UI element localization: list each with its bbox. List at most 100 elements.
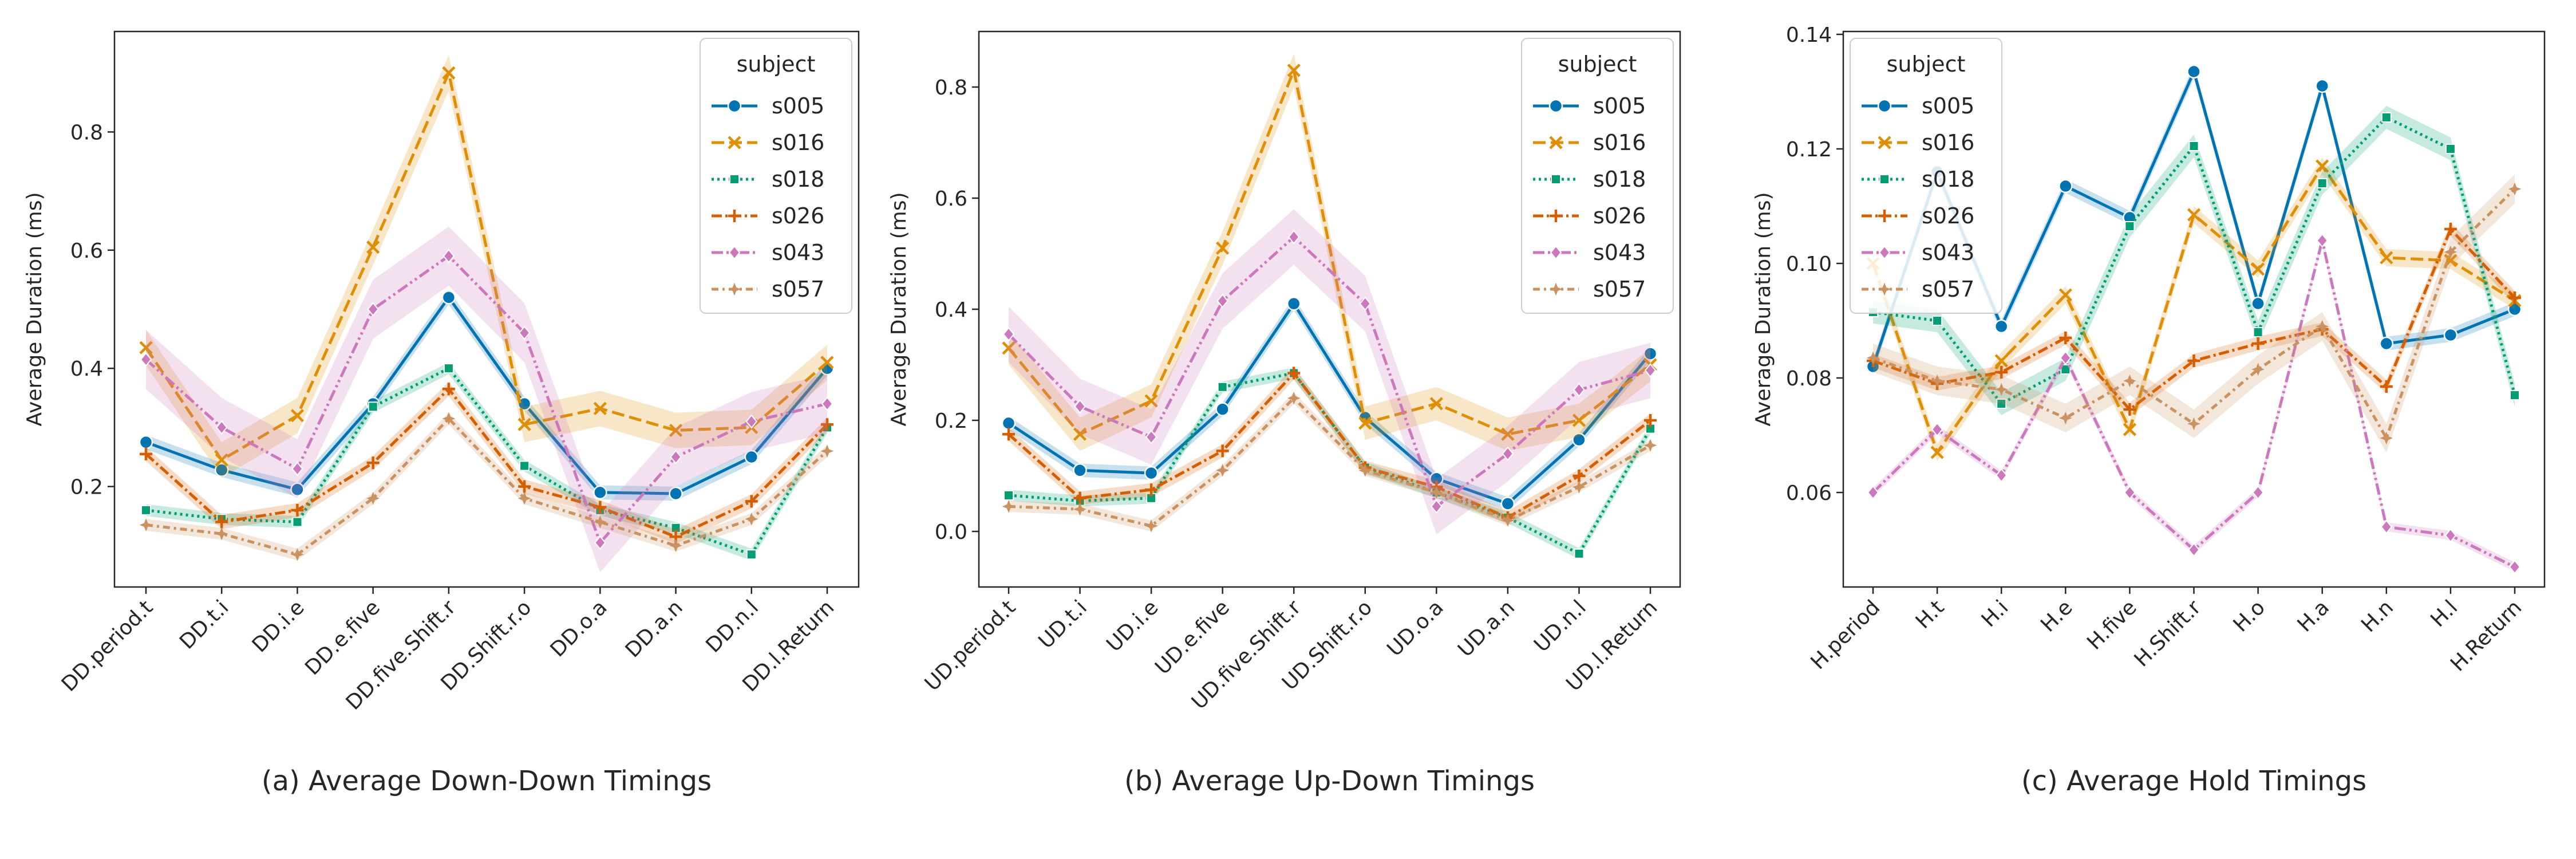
data-point-s057 [593,515,607,529]
legend-entry-s043: s043 [1862,240,1974,265]
legend-marker-s018 [1879,174,1890,184]
data-point-s043 [2060,350,2072,365]
data-point-s016 [1358,416,1372,430]
legend-label: s026 [1922,203,1974,228]
y-axis-title: Average Duration (ms) [23,192,46,427]
panel-down-down: 0.20.40.60.8DD.period.t DD.t.i DD.i.eDD.e.… [23,30,860,797]
data-point-s043 [1573,383,1585,397]
data-point-s026 [1002,428,1015,441]
legend-marker-s005 [1877,98,1892,113]
legend-marker-s018 [729,174,740,184]
data-point-s018 [2124,221,2135,231]
legend-label: s016 [772,130,824,155]
data-point-s018 [1217,381,1228,392]
data-point-s005 [744,450,759,464]
legend-label: s016 [1593,130,1646,155]
y-tick-label: 0.4 [70,357,103,381]
y-tick-label: 0.06 [1786,482,1832,505]
series-s018 [141,362,832,561]
x-tick-label: H.l [2426,596,2462,632]
data-point-s005 [2315,78,2329,93]
legend: subject s005 s016 s018 s026 s043 s057 [1850,38,2002,314]
data-point-s026 [1573,470,1586,482]
series-s016 [1002,53,1657,451]
x-tick-label: H.Shift.r [2130,596,2206,671]
data-point-s018 [746,549,757,560]
data-point-s057 [1573,480,1586,494]
panel-up-down: 0.0 0.2 0.4 0.6 0.8 UD.period.t UD.t.i UD.i.e UD… [887,30,1681,797]
legend-label: s005 [1593,93,1646,119]
data-point-s018 [2445,144,2456,154]
data-point-s016 [669,423,683,438]
data-point-s043 [1002,327,1015,342]
legend-marker-s018 [1551,174,1561,184]
legend-label: s043 [1593,240,1646,265]
data-point-s005 [1215,402,1230,416]
x-tick-label: H.e [2036,596,2077,636]
x-tick-label: H.period [1806,596,1884,674]
data-point-s016 [820,356,834,369]
panel-caption: (c) Average Hold Timings [2021,765,2366,797]
data-point-s016 [366,241,380,254]
data-point-s057 [1002,499,1016,513]
data-point-s057 [669,539,682,553]
x-tick-label: H.five [2083,596,2142,655]
y-tick-label: 0.2 [935,409,967,433]
panel-hold: 0.06 0.08 0.10 0.12 0.14 H.period H.t H.i H.e H.f… [1752,23,2546,797]
data-point-s043 [1359,296,1372,311]
y-tick-label: 0.6 [935,187,967,211]
data-point-s043 [594,535,606,550]
data-point-s026 [140,447,152,460]
data-point-s043 [1074,399,1086,414]
data-point-s057 [2444,245,2458,259]
data-point-s018 [1574,548,1585,559]
ci-band-s057 [1873,175,2515,452]
data-point-s057 [442,412,456,425]
data-point-s043 [215,420,228,435]
y-tick-label: 0.8 [70,121,103,144]
data-point-s018 [1996,399,2007,409]
y-tick-label: 0.14 [1786,23,1832,47]
x-tick-label: UD.a.n [1453,596,1519,661]
data-point-s043 [2316,233,2328,248]
series-s005 [1001,297,1658,511]
data-point-s026 [2444,223,2457,235]
data-point-s043 [670,450,682,464]
legend-label: s057 [1922,277,1974,302]
legend-title: subject [1887,52,1966,77]
y-tick-label: 0.12 [1786,138,1832,161]
data-point-s057 [2380,431,2393,445]
data-point-s026 [2251,337,2265,350]
data-point-s043 [2444,528,2457,543]
data-point-s057 [2316,320,2329,333]
data-point-s026 [2059,332,2072,344]
x-tick-label: UD.o.a [1383,596,1448,661]
series-line-s057 [1008,396,1652,527]
x-tick-label: UD.i.e [1102,596,1163,656]
y-tick-label: 0.8 [935,76,967,100]
data-point-s005 [139,435,153,450]
data-point-s026 [2508,291,2521,304]
plot-area [1866,64,2522,574]
data-point-s043 [2124,485,2136,500]
x-tick-label: H.Return [2446,596,2526,676]
data-point-s043 [1644,363,1657,378]
legend-entry-s057: s057 [1533,277,1646,302]
legend-marker-s016 [1549,136,1563,149]
legend-label: s016 [1922,130,1974,155]
data-point-s018 [2253,327,2263,337]
legend-marker-s043 [728,245,741,260]
legend-entry-s016: s016 [712,130,824,155]
legend-marker-s057 [1549,282,1563,296]
data-point-s016 [139,341,153,354]
axes-frame [113,30,860,588]
data-point-s057 [1994,383,2008,396]
series-s057 [1002,391,1657,533]
data-point-s016 [1073,427,1087,441]
data-point-s005 [669,486,683,501]
data-point-s026 [291,503,304,517]
series-line-s018 [145,367,829,556]
x-tick-label: DD.t.i [175,596,233,653]
data-point-s005 [1643,346,1658,361]
